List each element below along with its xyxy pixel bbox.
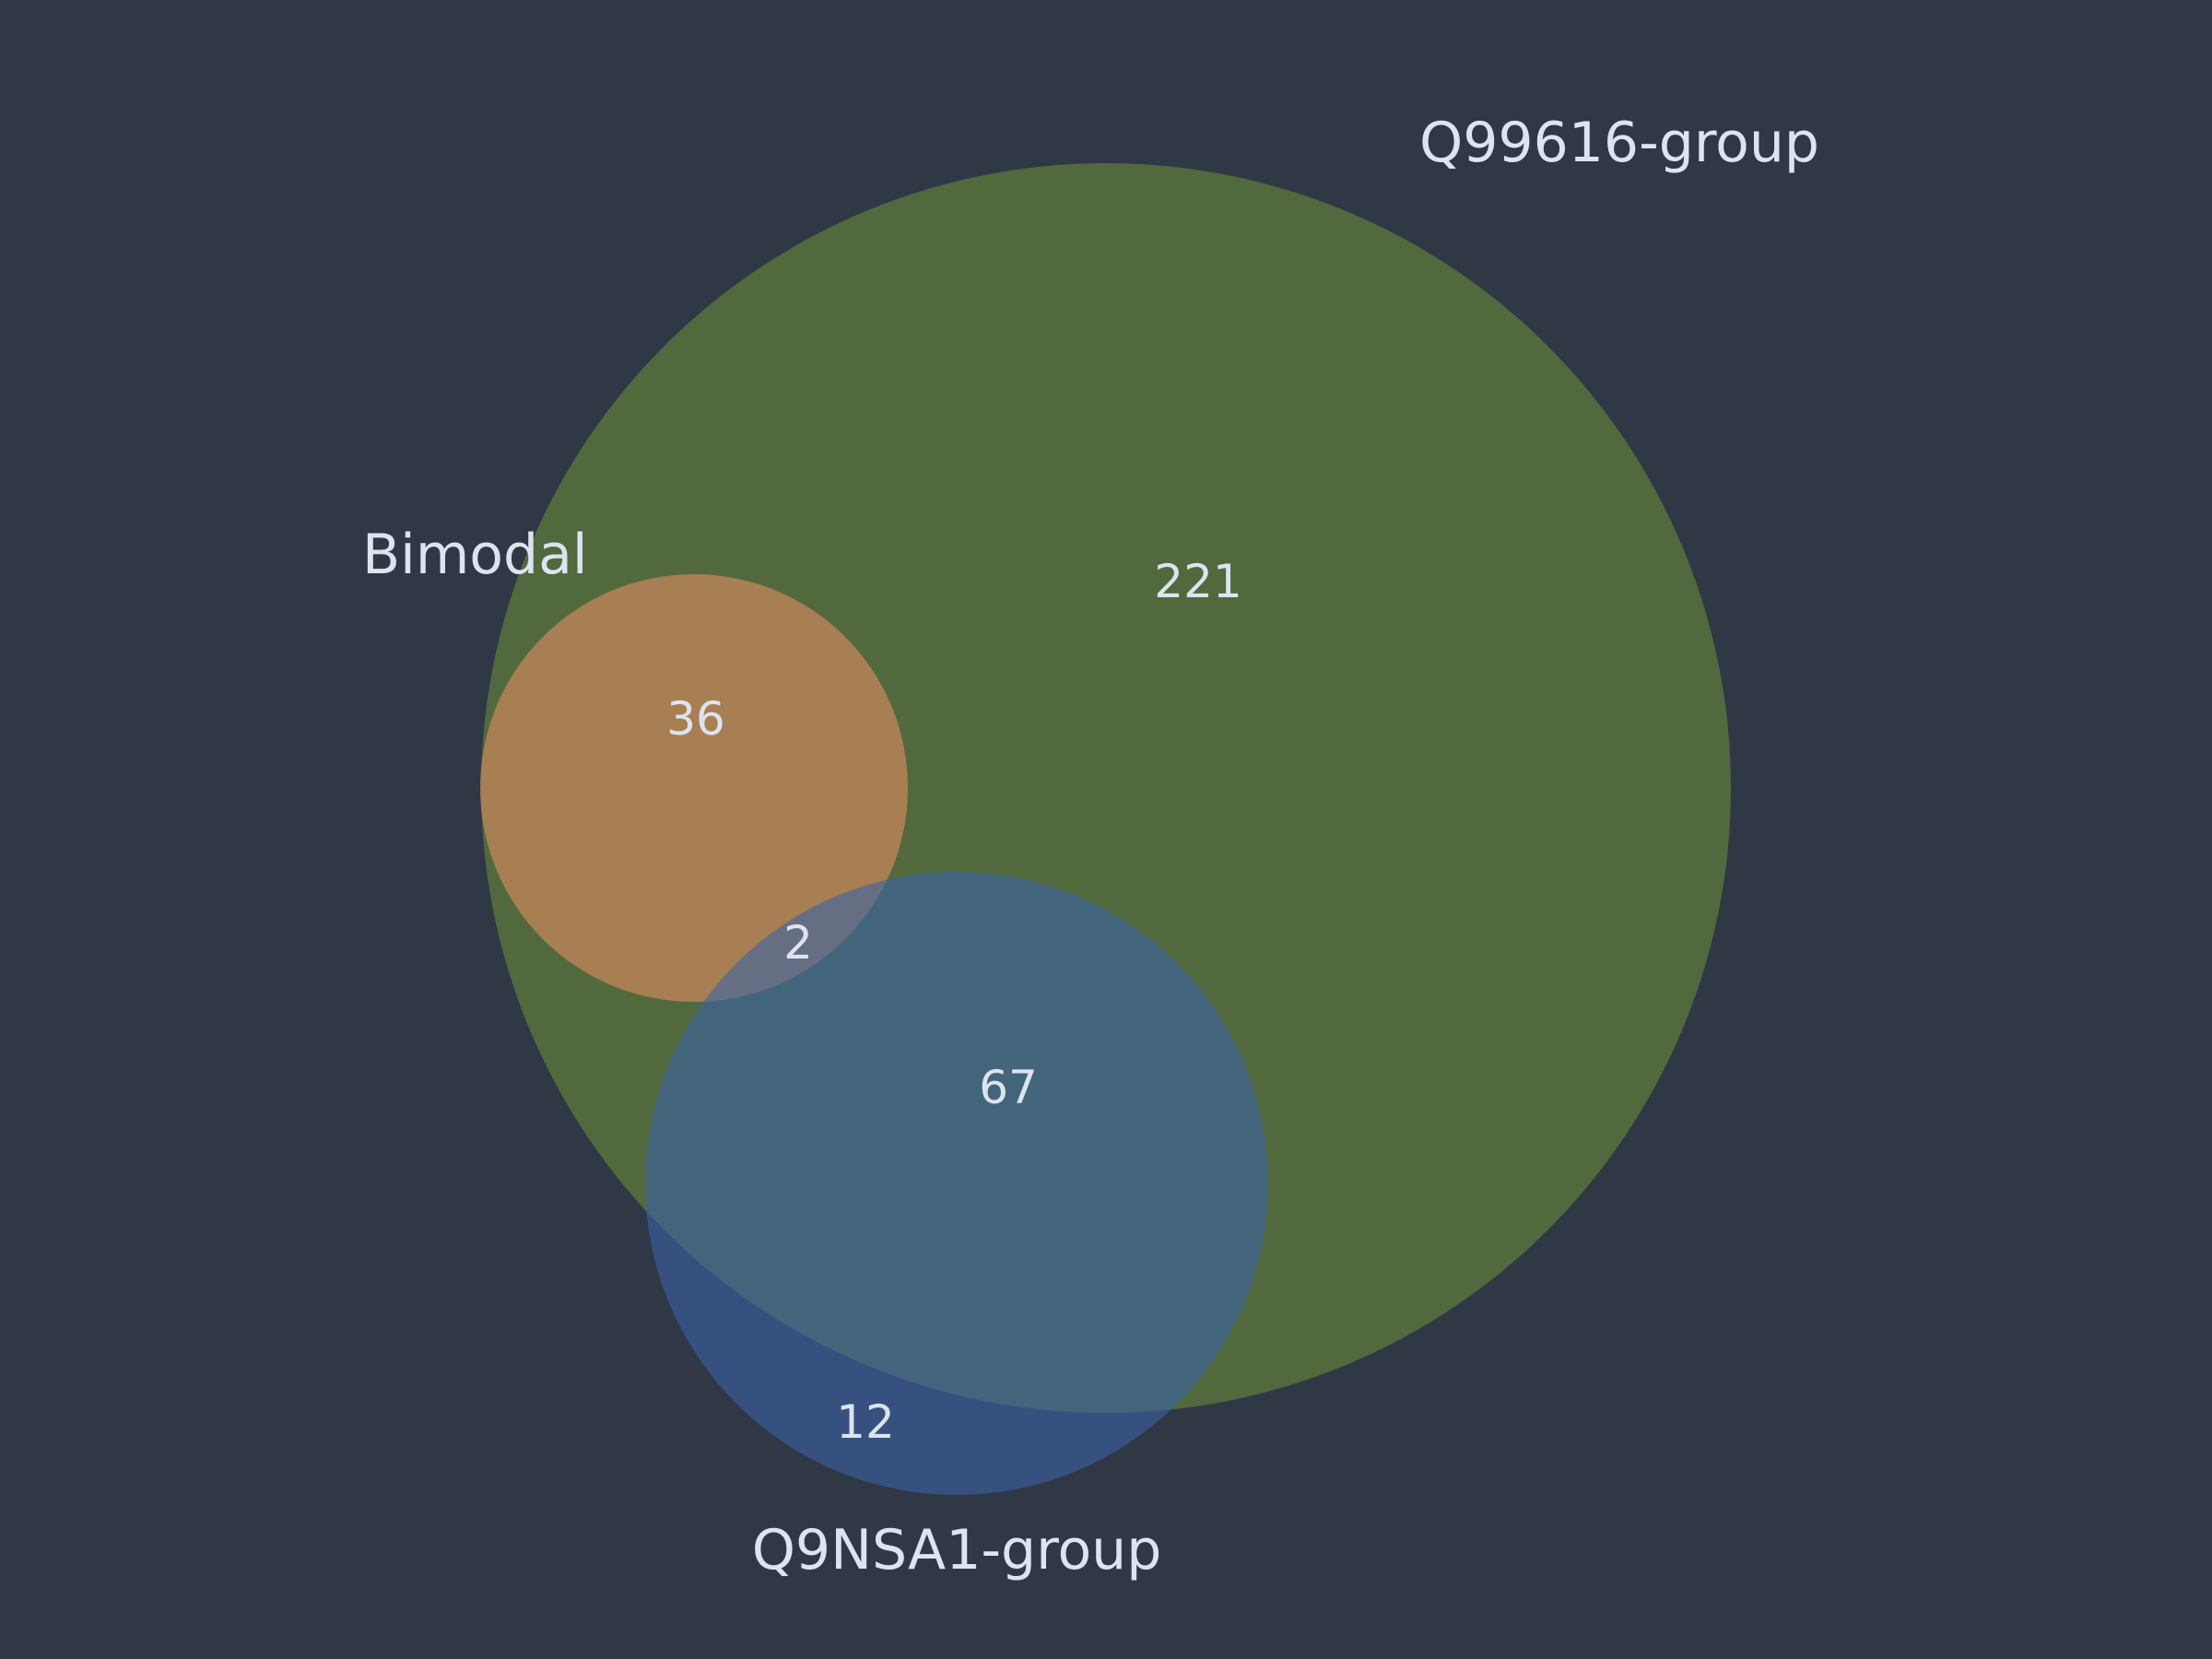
bimodal-circle: [480, 574, 908, 1002]
q9nsa1-group-label: Q9NSA1-group: [752, 1518, 1162, 1583]
bimodal-label: Bimodal: [362, 523, 588, 587]
q99616-only-count: 221: [1154, 555, 1241, 608]
q99616-group-label: Q99616-group: [1419, 111, 1819, 175]
q9nsa1-group-circle: [645, 872, 1268, 1495]
all-three-count: 2: [783, 916, 813, 970]
q9nsa1-only-count: 12: [836, 1395, 895, 1449]
q99616-and-q9nsa1-count: 67: [979, 1061, 1038, 1114]
bimodal-only-count: 36: [666, 692, 725, 746]
